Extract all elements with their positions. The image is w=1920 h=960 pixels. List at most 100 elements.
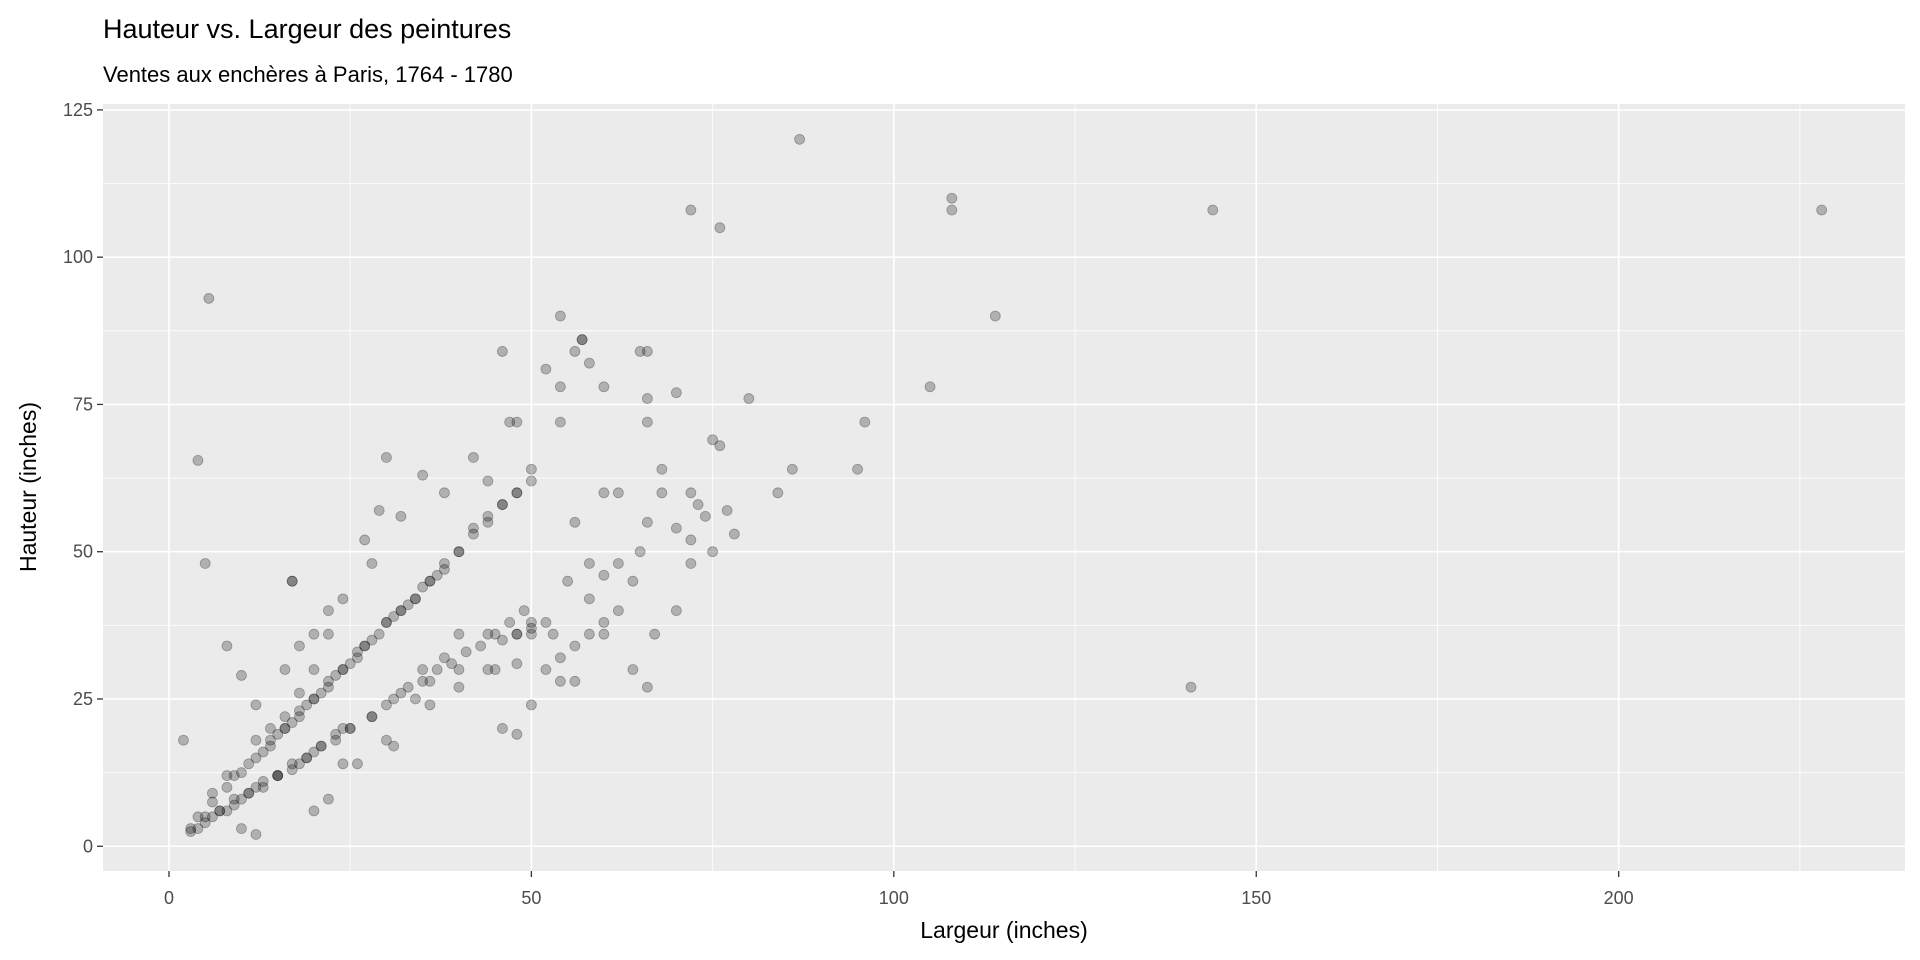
- point: [424, 675, 436, 687]
- point: [453, 664, 465, 675]
- point: [598, 628, 610, 640]
- point: [366, 558, 378, 569]
- point: [250, 829, 262, 840]
- point: [395, 687, 407, 699]
- point: [221, 770, 233, 781]
- point: [439, 563, 450, 575]
- point: [598, 569, 610, 581]
- point: [989, 310, 1001, 322]
- point: [359, 640, 371, 652]
- point: [337, 723, 349, 734]
- point: [192, 823, 204, 834]
- point: [337, 593, 349, 605]
- point: [641, 416, 653, 428]
- point: [554, 675, 566, 687]
- y-tick-label: 50: [73, 542, 93, 562]
- point: [388, 740, 400, 752]
- point: [315, 740, 327, 752]
- point: [670, 387, 682, 399]
- point: [569, 640, 581, 652]
- point: [279, 723, 291, 734]
- point: [446, 658, 458, 670]
- point: [656, 487, 668, 499]
- point: [431, 569, 443, 581]
- y-tick-label: 0: [83, 836, 93, 856]
- point: [562, 575, 574, 587]
- point: [685, 534, 697, 546]
- point: [272, 770, 284, 781]
- point: [207, 796, 218, 808]
- point: [511, 487, 523, 499]
- point: [525, 622, 537, 634]
- x-axis-title: Largeur (inches): [920, 917, 1087, 943]
- point: [381, 617, 392, 628]
- point: [337, 664, 349, 675]
- point: [323, 605, 334, 617]
- point: [439, 652, 450, 664]
- point: [294, 758, 305, 770]
- point: [482, 475, 494, 487]
- point: [721, 505, 733, 516]
- point: [402, 599, 414, 611]
- point: [468, 522, 479, 534]
- point: [1185, 681, 1197, 693]
- point: [670, 522, 682, 534]
- point: [511, 658, 523, 670]
- point: [525, 463, 537, 475]
- point: [482, 664, 494, 675]
- point: [236, 670, 247, 681]
- point: [330, 728, 342, 740]
- y-tick-label: 25: [73, 689, 93, 709]
- point: [301, 752, 313, 764]
- point: [373, 505, 385, 516]
- point: [359, 640, 371, 652]
- point: [794, 133, 805, 145]
- point: [308, 693, 320, 705]
- point: [192, 455, 204, 466]
- point: [366, 634, 378, 646]
- point: [583, 558, 595, 569]
- point: [504, 416, 516, 428]
- point: [381, 452, 392, 463]
- point: [583, 593, 595, 605]
- point: [228, 799, 240, 811]
- x-tick-label: 100: [879, 888, 909, 908]
- point: [707, 546, 719, 558]
- point: [323, 675, 334, 687]
- point: [460, 646, 472, 658]
- point: [496, 346, 508, 357]
- point: [308, 693, 320, 705]
- point: [772, 487, 784, 499]
- point: [641, 393, 653, 404]
- point: [243, 758, 255, 770]
- point: [199, 817, 211, 829]
- point: [453, 628, 465, 640]
- point: [214, 805, 226, 817]
- point: [352, 758, 363, 770]
- point: [395, 510, 407, 522]
- point: [569, 346, 581, 357]
- point: [598, 487, 610, 499]
- point: [525, 628, 537, 640]
- point: [250, 734, 262, 746]
- point: [554, 310, 566, 322]
- point: [250, 781, 262, 793]
- point: [612, 487, 624, 499]
- point: [525, 617, 537, 628]
- point: [525, 475, 537, 487]
- point: [410, 693, 421, 705]
- point: [410, 593, 421, 605]
- point: [185, 823, 197, 834]
- point: [388, 693, 400, 705]
- y-tick-label: 75: [73, 394, 93, 414]
- point: [540, 617, 552, 628]
- point: [344, 723, 356, 734]
- point: [207, 811, 218, 823]
- point: [569, 516, 581, 528]
- point: [924, 381, 936, 393]
- point: [482, 516, 494, 528]
- point: [511, 487, 523, 499]
- point: [634, 346, 646, 357]
- point: [272, 728, 284, 740]
- point: [294, 711, 305, 723]
